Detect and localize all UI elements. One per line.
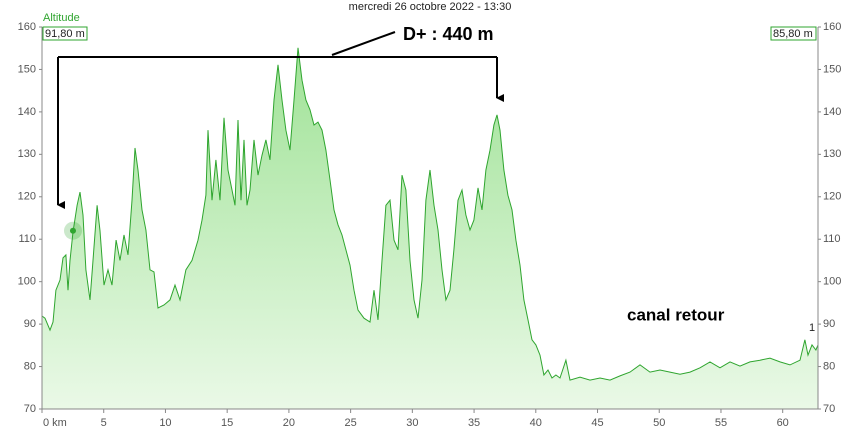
position-marker bbox=[69, 227, 76, 234]
x-tick-label: 40 bbox=[530, 417, 542, 429]
y2-tick-label: 70 bbox=[823, 403, 835, 415]
y-tick-label: 160 bbox=[18, 21, 36, 33]
start-box bbox=[42, 26, 88, 41]
x-tick-label: 60 bbox=[777, 417, 789, 429]
y-tick-label: 100 bbox=[18, 276, 36, 288]
x-tick-label: 45 bbox=[591, 417, 603, 429]
x-tick-label: 35 bbox=[468, 417, 480, 429]
ascent-label: D+ : 440 m bbox=[403, 24, 494, 44]
x-tick-label: 0 km bbox=[43, 417, 67, 429]
pointer-line bbox=[331, 31, 396, 56]
note-label: 1 bbox=[809, 322, 815, 334]
x-tick-label: 25 bbox=[344, 417, 356, 429]
y-axis-label: Altitude bbox=[43, 12, 80, 24]
y2-tick-label: 120 bbox=[823, 191, 841, 203]
x-tick-label: 55 bbox=[715, 417, 727, 429]
x-tick-label: 5 bbox=[101, 417, 107, 429]
x-tick-label: 10 bbox=[159, 417, 171, 429]
y2-tick-label: 90 bbox=[823, 318, 835, 330]
x-tick-label: 20 bbox=[283, 417, 295, 429]
y-tick-label: 70 bbox=[24, 403, 36, 415]
x-tick-label: 50 bbox=[653, 417, 665, 429]
x-tick-label: 15 bbox=[221, 417, 233, 429]
elevation-line bbox=[41, 47, 819, 381]
start-label: 91,80 m bbox=[45, 28, 85, 40]
y2-tick-label: 140 bbox=[823, 106, 841, 118]
y-tick-label: 90 bbox=[24, 318, 36, 330]
area-fill bbox=[42, 47, 818, 410]
y-tick-label: 120 bbox=[18, 191, 36, 203]
y2-tick-label: 80 bbox=[823, 360, 835, 372]
y-tick-label: 150 bbox=[18, 63, 36, 75]
chart-title: mercredi 26 octobre 2022 - 13:30 bbox=[349, 1, 512, 13]
bracket bbox=[57, 31, 504, 209]
y2-tick-label: 150 bbox=[823, 63, 841, 75]
end-box bbox=[770, 26, 817, 41]
y2-tick-label: 100 bbox=[823, 276, 841, 288]
x-tick-label: 30 bbox=[406, 417, 418, 429]
plot: 7080901001101201301401501607080901001101… bbox=[18, 21, 842, 429]
y-tick-label: 110 bbox=[18, 233, 36, 245]
y2-tick-label: 160 bbox=[823, 21, 841, 33]
y-tick-label: 80 bbox=[24, 360, 36, 372]
y2-tick-label: 110 bbox=[823, 233, 841, 245]
y2-tick-label: 130 bbox=[823, 148, 841, 160]
y-tick-label: 140 bbox=[18, 106, 36, 118]
section-label: canal retour bbox=[627, 305, 725, 324]
end-label: 85,80 m bbox=[773, 28, 813, 40]
y-tick-label: 130 bbox=[18, 148, 36, 160]
